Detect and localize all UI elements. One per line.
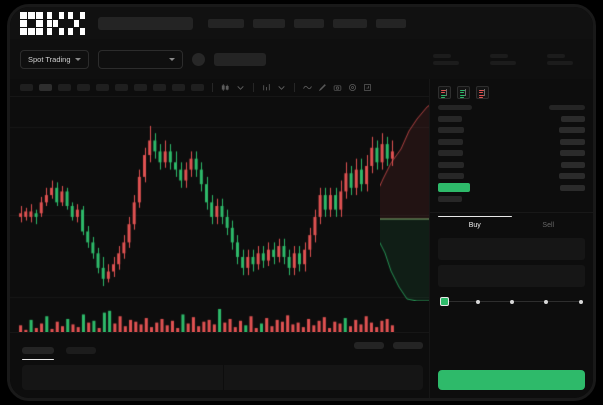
- order-side-tabs: Buy Sell: [438, 215, 586, 233]
- toolbar-divider: [253, 83, 254, 92]
- volume-histogram: [10, 301, 435, 332]
- slider-stop-50[interactable]: [510, 299, 515, 304]
- camera-icon[interactable]: [333, 83, 342, 92]
- price-chart-area[interactable]: [10, 97, 435, 332]
- timeframe-10[interactable]: [191, 84, 204, 91]
- top-navigation-bar: [10, 7, 593, 39]
- timeframe-3[interactable]: [58, 84, 71, 91]
- timeframe-6[interactable]: [115, 84, 128, 91]
- orderbook-row[interactable]: [438, 160, 585, 169]
- slider-stop-75[interactable]: [544, 299, 549, 304]
- bottom-action-1[interactable]: [354, 342, 384, 349]
- depth-chart-overlay: [380, 101, 435, 301]
- orderbook-row[interactable]: [438, 126, 585, 135]
- trading-mode-label: Spot Trading: [28, 54, 71, 64]
- orders-tabs: [10, 333, 435, 360]
- trading-pair-select[interactable]: [97, 49, 183, 69]
- timeframe-5[interactable]: [96, 84, 109, 91]
- timeframe-2[interactable]: [39, 84, 52, 91]
- orderbook-rows: [430, 114, 593, 204]
- timeframe-8[interactable]: [153, 84, 166, 91]
- orderbook-mode-bids[interactable]: [457, 86, 470, 99]
- nav-item-4[interactable]: [333, 18, 367, 28]
- price-field[interactable]: [438, 237, 585, 260]
- fullscreen-icon[interactable]: [363, 83, 372, 92]
- bottom-action-2[interactable]: [393, 342, 423, 349]
- orderbook-row[interactable]: [438, 172, 585, 181]
- orderbook-row[interactable]: [438, 137, 585, 146]
- orderbook-row[interactable]: [438, 149, 585, 158]
- okx-logo-glyph: [20, 11, 43, 35]
- okx-logo[interactable]: [20, 11, 85, 35]
- chevron-down-icon: [168, 57, 175, 61]
- active-tab-underline: [22, 358, 54, 360]
- okx-logo-glyph-k: [47, 11, 64, 35]
- candlestick-icon[interactable]: [221, 83, 230, 92]
- amount-slider[interactable]: [440, 296, 583, 307]
- nav-item-2[interactable]: [253, 18, 285, 28]
- candlestick-chart[interactable]: [10, 97, 435, 332]
- timeframe-4[interactable]: [77, 84, 90, 91]
- tab-sell-label: Sell: [542, 221, 555, 229]
- indicator-icon[interactable]: [262, 83, 271, 92]
- market-stat-1: [433, 53, 459, 65]
- active-tab-underline: [438, 215, 512, 217]
- orderbook-mode-asks[interactable]: [476, 86, 489, 99]
- market-stat-2: [490, 53, 516, 65]
- nav-item-5[interactable]: [376, 18, 406, 28]
- chevron-down-icon[interactable]: [277, 83, 286, 92]
- nav-item-1[interactable]: [208, 18, 244, 28]
- global-search-input[interactable]: [98, 16, 193, 30]
- orders-content-panel: [22, 365, 423, 390]
- tab-buy-label: Buy: [468, 221, 481, 229]
- orderbook-row[interactable]: [438, 195, 585, 204]
- line-wave-icon[interactable]: [303, 83, 312, 92]
- slider-handle[interactable]: [440, 296, 449, 306]
- slider-stop-25[interactable]: [475, 299, 480, 304]
- timeframe-1[interactable]: [20, 84, 33, 91]
- orderbook-and-order-form: Buy Sell: [429, 79, 593, 398]
- panel-divider: [430, 211, 593, 213]
- device-screen: Spot Trading: [10, 7, 593, 398]
- chevron-down-icon: [74, 57, 81, 61]
- orderbook-view-modes: [430, 79, 593, 104]
- orders-actions: [354, 342, 423, 349]
- timeframe-9[interactable]: [172, 84, 185, 91]
- coin-avatar: [191, 52, 205, 66]
- toolbar-divider: [294, 83, 295, 92]
- toolbar-divider: [212, 83, 213, 92]
- chevron-down-icon[interactable]: [236, 83, 245, 92]
- settings-icon[interactable]: [348, 83, 357, 92]
- orders-panel: [10, 332, 435, 398]
- last-price-value: [213, 52, 266, 66]
- orders-panel-divider: [222, 365, 224, 390]
- market-sub-header: Spot Trading: [10, 39, 593, 79]
- timeframe-7[interactable]: [134, 84, 147, 91]
- amount-field[interactable]: [438, 264, 585, 287]
- slider-stop-100[interactable]: [578, 299, 583, 304]
- trading-mode-dropdown[interactable]: Spot Trading: [20, 49, 89, 69]
- device-frame: Spot Trading: [7, 4, 596, 401]
- market-stat-3: [547, 53, 573, 65]
- nav-item-3[interactable]: [294, 18, 324, 28]
- tab-sell[interactable]: Sell: [512, 217, 586, 233]
- orderbook-row[interactable]: [438, 114, 585, 123]
- orderbook-column-headers: [430, 104, 593, 114]
- submit-buy-button[interactable]: [438, 370, 585, 390]
- orderbook-row-highlighted[interactable]: [438, 183, 585, 192]
- bottom-tab-1[interactable]: [22, 347, 54, 360]
- orderbook-mode-both[interactable]: [438, 86, 451, 99]
- bottom-tab-2[interactable]: [66, 347, 96, 354]
- pencil-icon[interactable]: [318, 83, 327, 92]
- okx-logo-glyph-x: [68, 11, 85, 35]
- tab-buy[interactable]: Buy: [438, 215, 512, 233]
